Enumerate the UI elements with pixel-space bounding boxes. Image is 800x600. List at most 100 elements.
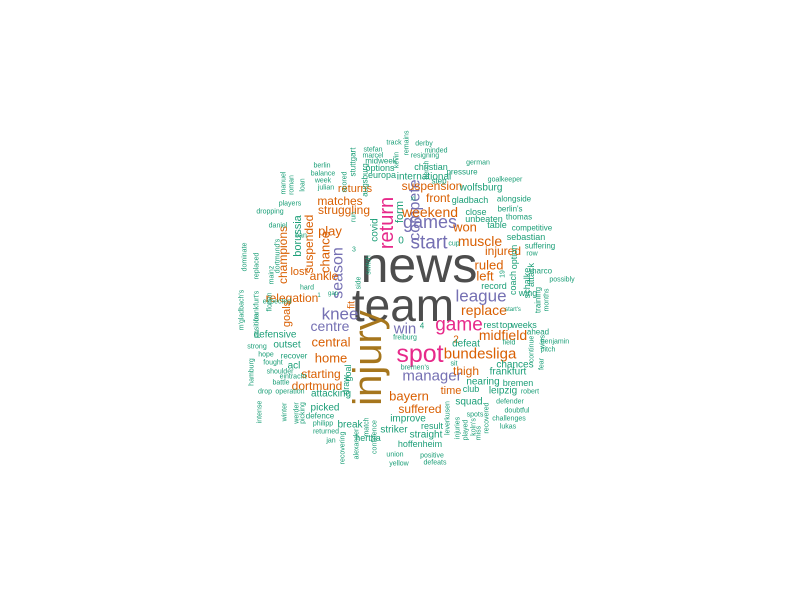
word-florian: florian [267,292,274,311]
word-picking: picking [300,402,307,424]
word-m-gladbach-s: m'gladbach's [239,289,246,330]
word-struggling: struggling [318,203,370,217]
word-defender: defender [496,399,524,406]
word-champions: champions [276,226,290,284]
word-eintracht: eintracht [280,374,307,381]
word-alexander: alexander [354,428,361,459]
word-scored: scored [342,171,349,192]
word-season: season [330,247,347,299]
word-switch: switch [366,255,373,275]
word-freiburg: freiburg [393,335,417,342]
word-remains: remains [404,130,411,155]
word-fear: fear [539,357,546,370]
word-position: position [254,314,261,338]
word-top: top [500,320,513,330]
word-break: break [337,420,363,431]
word-play: play [318,224,342,239]
word-knee: knee [322,305,359,324]
word-berlin-s: berlin's [497,205,522,214]
word-return: return [376,197,398,249]
word-options: options [365,163,395,173]
word-dominate: dominate [242,242,249,271]
word-recovering: recovering [340,432,347,465]
word-augsburg: augsburg [361,163,370,196]
word-battle: battle [272,380,289,387]
word-straight: straight [410,430,443,441]
word-weeks: weeks [510,320,537,330]
word-won: won [452,220,477,235]
word-midfield: midfield [479,327,527,343]
word-step: step [431,177,447,186]
word-german: german [466,160,490,167]
word-alongside: alongside [497,195,532,204]
word-rest: rest [483,320,499,330]
word-leipzig: leipzig [489,386,517,397]
word-challenges: challenges [492,416,526,423]
word-attack: attack [526,262,536,287]
word-kevin: kevin [394,152,401,168]
word-bayern: bayern [389,389,429,404]
word-ahead: ahead [527,328,549,337]
word-acl: acl [288,361,301,372]
word-frankfurt-s: frankfurt's [254,290,261,321]
word-fit: fit [347,301,358,309]
word-hoffenheim: hoffenheim [398,439,442,449]
word-returned: returned [313,429,339,436]
word-dropping: dropping [256,209,283,216]
word-benjamin: benjamin [541,339,570,346]
word-bundesliga: bundesliga [444,346,517,363]
word-team: team [352,279,454,331]
word-returns: returns [338,183,373,195]
word-borussia: borussia [292,214,304,256]
word-striker: striker [380,425,408,436]
word-ban: ban [295,233,307,240]
word-julian: julian [317,185,334,192]
word-coach: coach [508,271,518,295]
word-possibly: possibly [549,277,575,284]
word-bremen-s: bremen's [401,365,430,372]
word-starting: starting [301,367,340,381]
word-xi: xi [410,196,416,203]
word-goals: goals [281,300,293,327]
word-suffered: suffered [398,402,441,416]
word-confidence: confidence [372,420,379,454]
word-nearing: nearing [466,377,499,388]
word-derby: derby [415,141,433,148]
word-goalkeeper: goalkeeper [488,177,523,184]
word-centre: centre [311,318,350,334]
word-berlin: berlin [313,163,330,170]
word-thigh: thigh [453,364,479,378]
word-international: international [397,172,451,183]
word-ankle: ankle [310,269,339,283]
word-mainz: mainz [269,265,276,284]
word-spot: spot [396,340,443,368]
word-stuttgart: stuttgart [349,147,358,177]
word-loan: loan [300,178,307,191]
word-gladbach: gladbach [452,195,489,205]
word-option: option [509,245,519,270]
word-close: close [465,207,486,217]
word-wolfsburg: wolfsburg [459,183,503,194]
word-roman: roman [289,175,296,195]
word-replace: replace [461,302,507,318]
word-hope: hope [258,352,274,359]
word-werder: werder [294,402,301,425]
word-thomas: thomas [506,213,532,222]
word-row: row [526,251,538,258]
word-week: week [314,178,332,185]
word-miss: miss [476,425,483,440]
word-picked: picked [311,403,340,414]
word-wins: wins [540,335,547,351]
word-continue: continue [529,336,536,363]
word-result: result [421,421,444,431]
word-form: form [394,201,406,223]
word-improve: improve [390,414,426,425]
word-expected: expected [263,299,292,306]
word-track: track [386,140,402,147]
word-club: club [463,384,480,394]
word-side: side [356,276,363,289]
word-suspension: suspension [402,179,463,193]
word-front: front [426,191,451,205]
word-hamburg: hamburg [249,358,256,386]
